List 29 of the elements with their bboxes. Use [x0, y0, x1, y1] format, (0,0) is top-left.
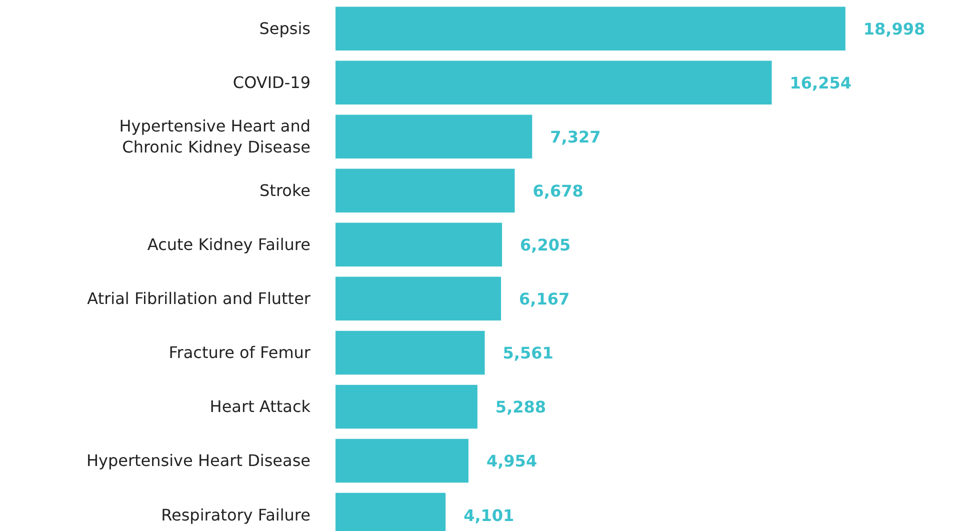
y-tick-label: Heart Attack — [210, 397, 312, 416]
bar — [336, 276, 502, 321]
data-label: 18,998 — [863, 20, 926, 39]
y-tick-label: Hypertensive Heart Disease — [86, 451, 311, 470]
y-tick-label: COVID-19 — [232, 73, 311, 92]
data-label: 6,205 — [520, 236, 571, 255]
bar — [336, 168, 515, 213]
bar — [336, 114, 532, 159]
y-tick-label: Stroke — [260, 181, 311, 200]
data-label: 16,254 — [790, 74, 852, 93]
data-label: 4,101 — [464, 506, 514, 525]
bar — [336, 60, 772, 104]
y-tick-label: Respiratory Failure — [161, 505, 311, 524]
bar — [336, 222, 502, 267]
data-label: 4,954 — [486, 452, 538, 471]
y-tick-label: Hypertensive Heart and Chronic Kidney Disease — [119, 116, 311, 157]
y-tick-label: Atrial Fibrillation and Flutter — [87, 289, 311, 308]
bar — [336, 384, 478, 429]
data-label: 7,327 — [550, 128, 601, 147]
data-label: 6,167 — [519, 290, 570, 309]
y-tick-label: Acute Kidney Failure — [147, 235, 311, 254]
bar — [336, 330, 485, 375]
bar — [336, 6, 846, 50]
data-label: 5,561 — [502, 344, 554, 363]
data-label: 5,288 — [495, 398, 546, 417]
y-tick-label: Fracture of Femur — [168, 343, 311, 362]
y-tick-label: Sepsis — [259, 19, 311, 38]
data-label: 6,678 — [532, 182, 584, 201]
bar — [336, 438, 468, 483]
